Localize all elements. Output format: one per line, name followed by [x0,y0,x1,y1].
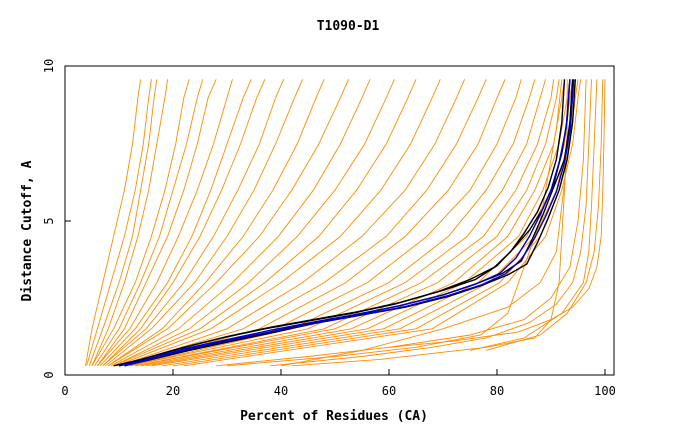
series-line-46 [124,79,575,367]
series-line-35 [280,79,574,367]
series-line-21 [124,79,506,367]
series-line-41 [118,79,571,367]
series-line-29 [151,79,574,367]
series-line-40 [388,79,606,348]
series-line-1 [85,79,142,366]
series-line-20 [118,79,487,367]
series-line-27 [140,79,565,367]
series-line-43 [118,79,574,367]
series-line-19 [118,79,466,367]
series-line-15 [110,79,371,367]
series-line-28 [145,79,571,367]
x-tick-label-3: 40 [274,384,288,398]
x-tick-label-5: 80 [490,384,504,398]
y-tick-label-2: 5 [42,217,56,224]
series-line-3 [88,79,158,366]
series-line-33 [226,79,563,367]
series-line-6 [94,79,204,367]
series-line-25 [135,79,555,367]
series-line-10 [102,79,266,367]
y-tick-label-3: 10 [42,59,56,73]
series-line-42 [113,79,566,367]
series-line-12 [105,79,304,367]
axes: 0 20 40 60 80 100 0 5 10 [42,59,616,398]
series-line-39 [486,79,604,351]
plot-area [85,79,606,367]
series-line-45 [118,79,571,367]
series-line-5 [91,79,190,367]
x-tick-label-2: 20 [166,384,180,398]
x-tick-label-6: 100 [594,384,616,398]
series-line-22 [124,79,522,367]
x-tick-label-4: 60 [382,384,396,398]
series-line-17 [113,79,417,367]
y-axis-label: Distance Cutoff, A [20,160,35,301]
y-tick-label-1: 0 [42,371,56,378]
series-line-32 [183,79,582,367]
series-line-36 [216,79,587,367]
series-line-11 [102,79,285,367]
series-line-23 [129,79,536,367]
series-line-38 [469,79,598,351]
series-line-9 [99,79,252,367]
series-line-18 [116,79,441,367]
series-line-13 [107,79,325,367]
series-line-4 [91,79,169,366]
series-line-8 [97,79,233,367]
series-line-26 [135,79,560,367]
x-axis-label: Percent of Residues (CA) [240,409,428,424]
series-line-14 [107,79,349,367]
series-line-37 [270,79,592,367]
series-line-44 [124,79,576,367]
x-tick-label-1: 0 [61,384,68,398]
series-line-2 [86,79,152,366]
chart-title: T1090-D1 [317,19,380,34]
series-line-16 [113,79,395,367]
series-line-7 [97,79,217,367]
